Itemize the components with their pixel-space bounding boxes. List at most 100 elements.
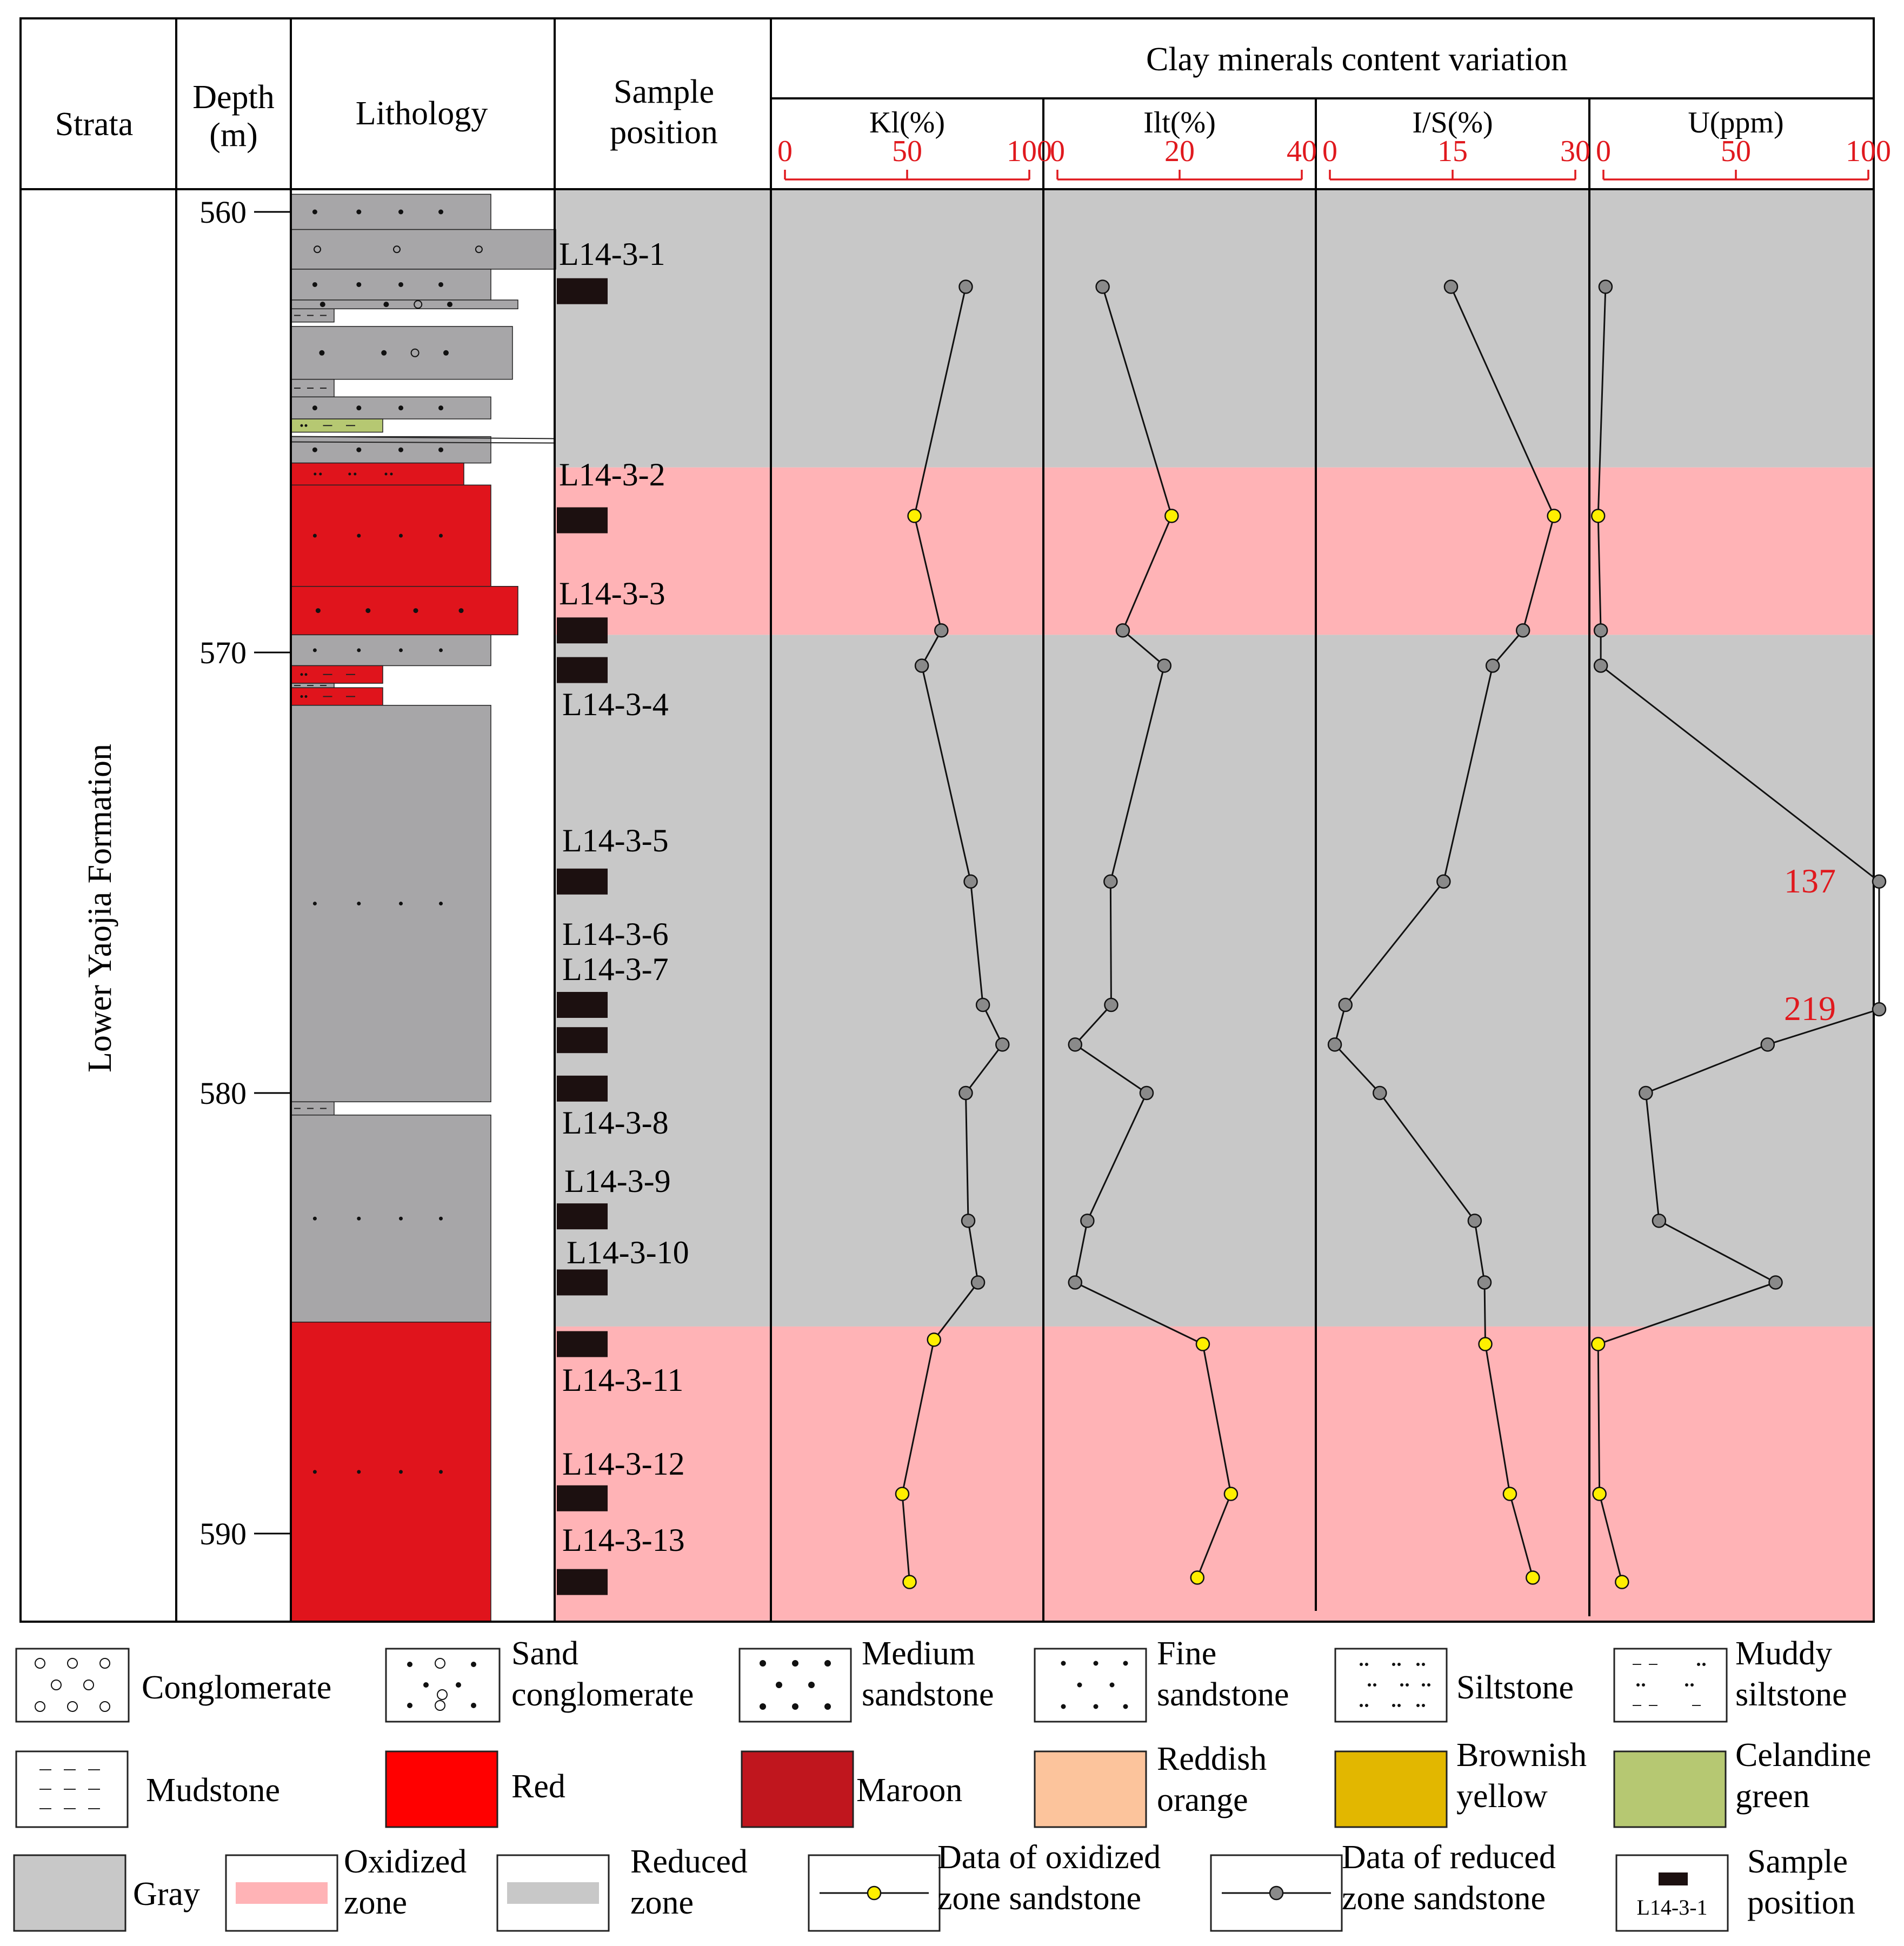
legend-pattern-mark [1422,1663,1425,1666]
sand-grain [357,1216,361,1221]
legend-pattern-mark [1397,1704,1401,1707]
lithology-layer [290,484,491,587]
legend-pattern-mark [35,1658,45,1669]
lithology-header: Lithology [356,95,488,132]
data-point [927,1332,941,1347]
data-point [1164,509,1179,523]
data-point [1104,997,1119,1012]
legend-pattern-mark [1397,1663,1401,1666]
reduced-zone-band [555,190,1874,468]
sand-grain [399,648,403,652]
data-point [1515,623,1530,638]
data-point [1768,1275,1783,1290]
panel-is: I/S(%) 0 15 30 [1322,106,1590,1585]
panel-axis-tick-label: 50 [1721,135,1751,168]
legend-pattern-mark [1123,1704,1128,1709]
data-point [1338,997,1353,1012]
legend-pattern-mark [792,1660,798,1667]
legend-pattern-mark [808,1682,815,1688]
lithology-bed [290,1115,491,1323]
reduced-data-label: Data of reduced [1342,1839,1556,1876]
data-point [1593,658,1608,673]
legend-pattern-mark [867,1885,882,1901]
legend-swatch-conglomerate [15,1648,130,1723]
sample-label: L14-3-4 [562,687,669,722]
conglomerate-label: Conglomerate [142,1669,331,1706]
sample-position-label: Sample [1747,1843,1848,1880]
legend-pattern-mark [99,1658,110,1669]
data-point [1103,874,1118,889]
lithology-layer [290,308,335,323]
clay-chart-panels: Kl(%) 0 50 100 Ilt(%) 0 20 40 I/S(%) 0 15 30 U(ppm) 0… [777,106,1891,1589]
data-point [1190,1570,1205,1585]
data-point [1872,874,1887,889]
silt-grain [384,472,388,476]
legend-pattern-mark [824,1703,831,1710]
legend-pattern-mark [1642,1683,1645,1687]
lithology-layer [290,705,491,1103]
interbed-line [290,436,555,439]
oxidized-zone-band [555,1326,1874,1622]
depth-unit-header: (m) [209,117,258,154]
sand-grain [438,447,443,452]
lithology-layer [290,418,383,433]
reduced-zone-label: zone [630,1884,694,1921]
sand-grain [357,534,361,538]
lithology-bed [290,269,491,301]
lithology-layer [290,1115,491,1323]
lithology-layer [290,269,491,301]
data-point [895,1487,910,1501]
medium-sandstone-label: Medium [862,1635,975,1672]
legend-pattern-mark [1702,1663,1706,1666]
silt-grain [304,673,308,676]
reduced-zone-band [555,635,1874,1327]
oxidized-zone-label: zone [344,1884,407,1921]
data-point [1080,1214,1095,1228]
brownish-yellow-label: Brownish [1456,1737,1587,1774]
sample-label: L14-3-5 [562,823,669,858]
reddish-orange-label: Reddish [1157,1741,1267,1777]
legend-pattern-mark [1400,1683,1403,1687]
data-point [1443,279,1459,294]
sample-header-line2: position [610,114,718,151]
siltstone-label: Siltstone [1456,1669,1574,1706]
legend-pattern-mark [471,1662,476,1667]
sand-grain [439,1216,443,1221]
legend-pattern-mark [236,1882,328,1904]
legend-pattern-mark [423,1682,429,1688]
legend-pattern-mark [1269,1885,1284,1901]
reddish-orange-label: orange [1157,1782,1248,1818]
lithology-layer [290,1101,335,1116]
sand-grain [438,282,443,287]
muddy-siltstone-label: Muddy [1735,1635,1832,1672]
panel-axis-title: U(ppm) [1688,106,1783,139]
legend-pattern-mark [1392,1663,1395,1666]
brownish-yellow-label: yellow [1456,1778,1548,1815]
data-point [1526,1570,1540,1585]
silt-grain [304,695,308,698]
legend-pattern-mark [1697,1663,1700,1666]
lithology-bed [290,326,513,380]
legend-sample-swatch-label: L14-3-1 [1636,1895,1707,1920]
mudstone-label: Mudstone [146,1772,280,1809]
data-point [963,874,978,889]
pebble [410,348,420,357]
celandine-green-label: Celandine [1735,1737,1871,1774]
data-point [970,1275,986,1290]
legend-pattern-mark [437,1689,448,1700]
lithology-layer [290,634,491,667]
legend: Conglomerate Sand conglomerate Medium sandst… [13,1635,1871,1932]
sand-grain [357,902,361,906]
pebble [475,245,483,254]
legend-pattern-mark [1360,1663,1363,1666]
legend-pattern-mark [1392,1704,1395,1707]
lithology-layer [290,665,383,684]
panel-axis-tick-label: 40 [1287,135,1317,168]
lithology-layer [290,1322,491,1622]
legend-pattern-mark [1373,1683,1376,1687]
silt-grain [390,472,393,476]
panel-axis-tick-label: 50 [892,135,922,168]
sample-bar [557,1075,608,1102]
strata-name: Lower Yaojia Formation [82,744,118,1072]
sand-grain [357,648,361,652]
